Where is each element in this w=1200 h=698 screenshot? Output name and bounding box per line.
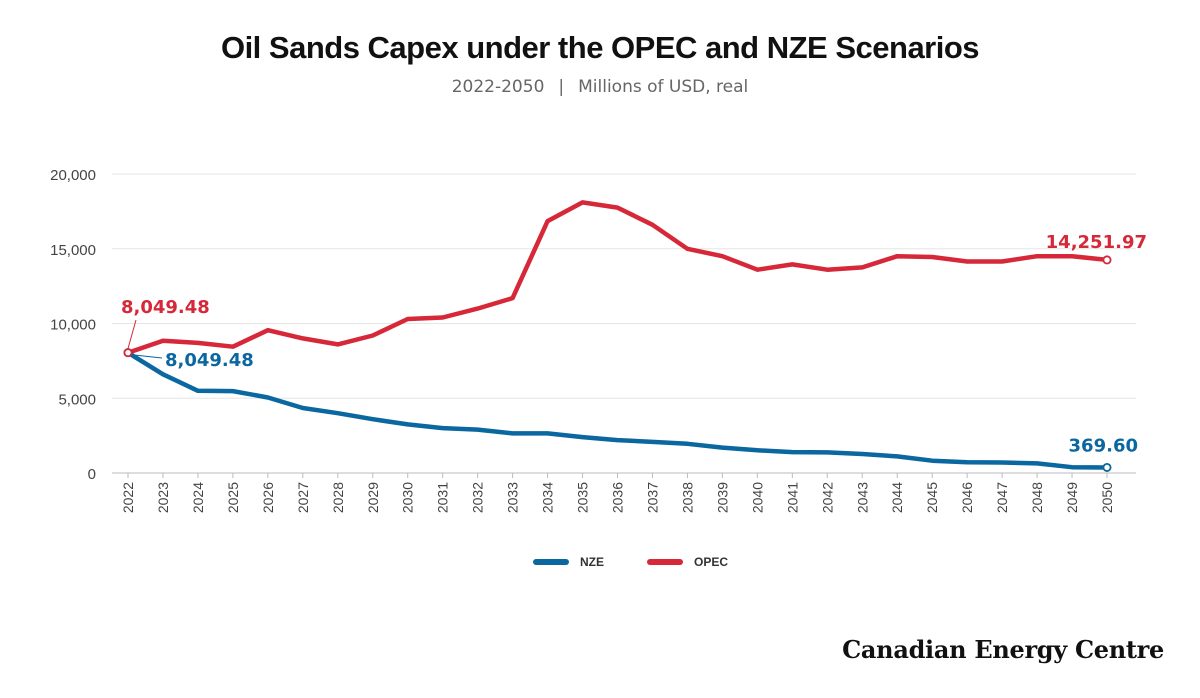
- x-tick-label: 2047: [994, 482, 1010, 513]
- x-tick-label: 2048: [1029, 482, 1045, 513]
- x-tick-label: 2035: [575, 482, 591, 513]
- subtitle-separator: |: [558, 77, 565, 97]
- x-tick-label: 2049: [1064, 482, 1080, 513]
- x-tick-label: 2028: [330, 482, 346, 513]
- x-tick-label: 2042: [819, 482, 835, 513]
- y-tick-label: 5,000: [58, 391, 96, 408]
- subtitle-range: 2022-2050: [451, 77, 545, 97]
- endpoint-marker-opec: [123, 348, 133, 358]
- subtitle-units: Millions of USD, real: [578, 77, 749, 97]
- annotation-leader-nze-start: [130, 354, 163, 359]
- x-tick-label: 2024: [190, 482, 206, 513]
- x-tick-label: 2045: [924, 482, 940, 513]
- endpoint-marker-nze: [1102, 462, 1112, 472]
- y-tick-label: 0: [88, 466, 96, 483]
- chart-subtitle: 2022-2050 | Millions of USD, real: [0, 77, 1200, 97]
- annotation-opec-start: 8,049.48: [121, 297, 210, 318]
- x-tick-label: 2050: [1099, 482, 1115, 513]
- x-tick-label: 2030: [400, 482, 416, 513]
- annotation-nze-end: 369.60: [1069, 435, 1138, 456]
- annotation-leader-opec-start: [127, 319, 137, 349]
- x-tick-label: 2031: [435, 482, 451, 513]
- x-tick-label: 2027: [295, 482, 311, 513]
- series-line-nze: [125, 350, 1110, 470]
- x-tick-label: 2034: [540, 482, 556, 513]
- y-tick-label: 10,000: [50, 317, 96, 334]
- endpoint-marker-opec: [1102, 255, 1112, 265]
- legend-label-opec: OPEC: [694, 555, 728, 569]
- x-tick-label: 2039: [714, 482, 730, 513]
- y-tick-label: 20,000: [50, 167, 96, 184]
- x-tick-label: 2029: [365, 482, 381, 513]
- brand-logo: Canadian Energy Centre: [842, 635, 1164, 664]
- x-tick-label: 2044: [889, 482, 905, 513]
- annotation-nze-start: 8,049.48: [165, 350, 254, 371]
- x-tick-label: 2046: [959, 482, 975, 513]
- x-tick-label: 2023: [155, 482, 171, 513]
- x-tick-label: 2033: [505, 482, 521, 513]
- legend-label-nze: NZE: [580, 555, 604, 569]
- x-tick-label: 2025: [225, 482, 241, 513]
- series-line-opec: [125, 200, 1110, 355]
- x-tick-label: 2043: [854, 482, 870, 513]
- x-tick-label: 2032: [470, 482, 486, 513]
- x-tick-label: 2041: [784, 482, 800, 513]
- x-tick-label: 2026: [260, 482, 276, 513]
- x-tick-label: 2040: [749, 482, 765, 513]
- x-tick-label: 2036: [610, 482, 626, 513]
- chart-title: Oil Sands Capex under the OPEC and NZE S…: [220, 30, 980, 65]
- annotation-opec-end: 14,251.97: [1046, 232, 1147, 253]
- x-tick-label: 2038: [679, 482, 695, 513]
- x-tick-label: 2022: [120, 482, 136, 513]
- y-tick-label: 15,000: [50, 242, 96, 259]
- x-tick-label: 2037: [644, 482, 660, 513]
